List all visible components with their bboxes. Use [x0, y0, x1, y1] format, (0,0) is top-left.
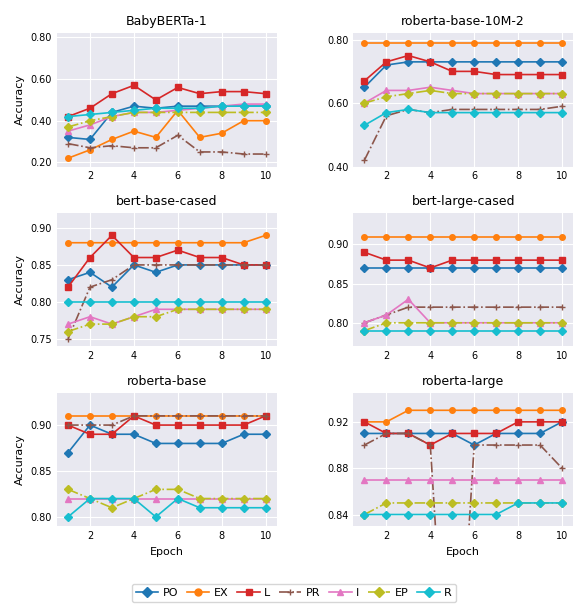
Title: bert-base-cased: bert-base-cased — [116, 195, 218, 208]
X-axis label: Epoch: Epoch — [150, 547, 184, 556]
Legend: PO, EX, L, PR, I, EP, R: PO, EX, L, PR, I, EP, R — [132, 584, 456, 603]
Title: roberta-base-10M-2: roberta-base-10M-2 — [402, 15, 525, 28]
Y-axis label: Accuracy: Accuracy — [15, 74, 25, 125]
X-axis label: Epoch: Epoch — [446, 547, 480, 556]
Title: roberta-large: roberta-large — [422, 375, 505, 387]
Y-axis label: Accuracy: Accuracy — [15, 254, 25, 305]
Title: roberta-base: roberta-base — [126, 375, 207, 387]
Title: BabyBERTa-1: BabyBERTa-1 — [126, 15, 208, 28]
Y-axis label: Accuracy: Accuracy — [15, 434, 25, 485]
Title: bert-large-cased: bert-large-cased — [412, 195, 515, 208]
